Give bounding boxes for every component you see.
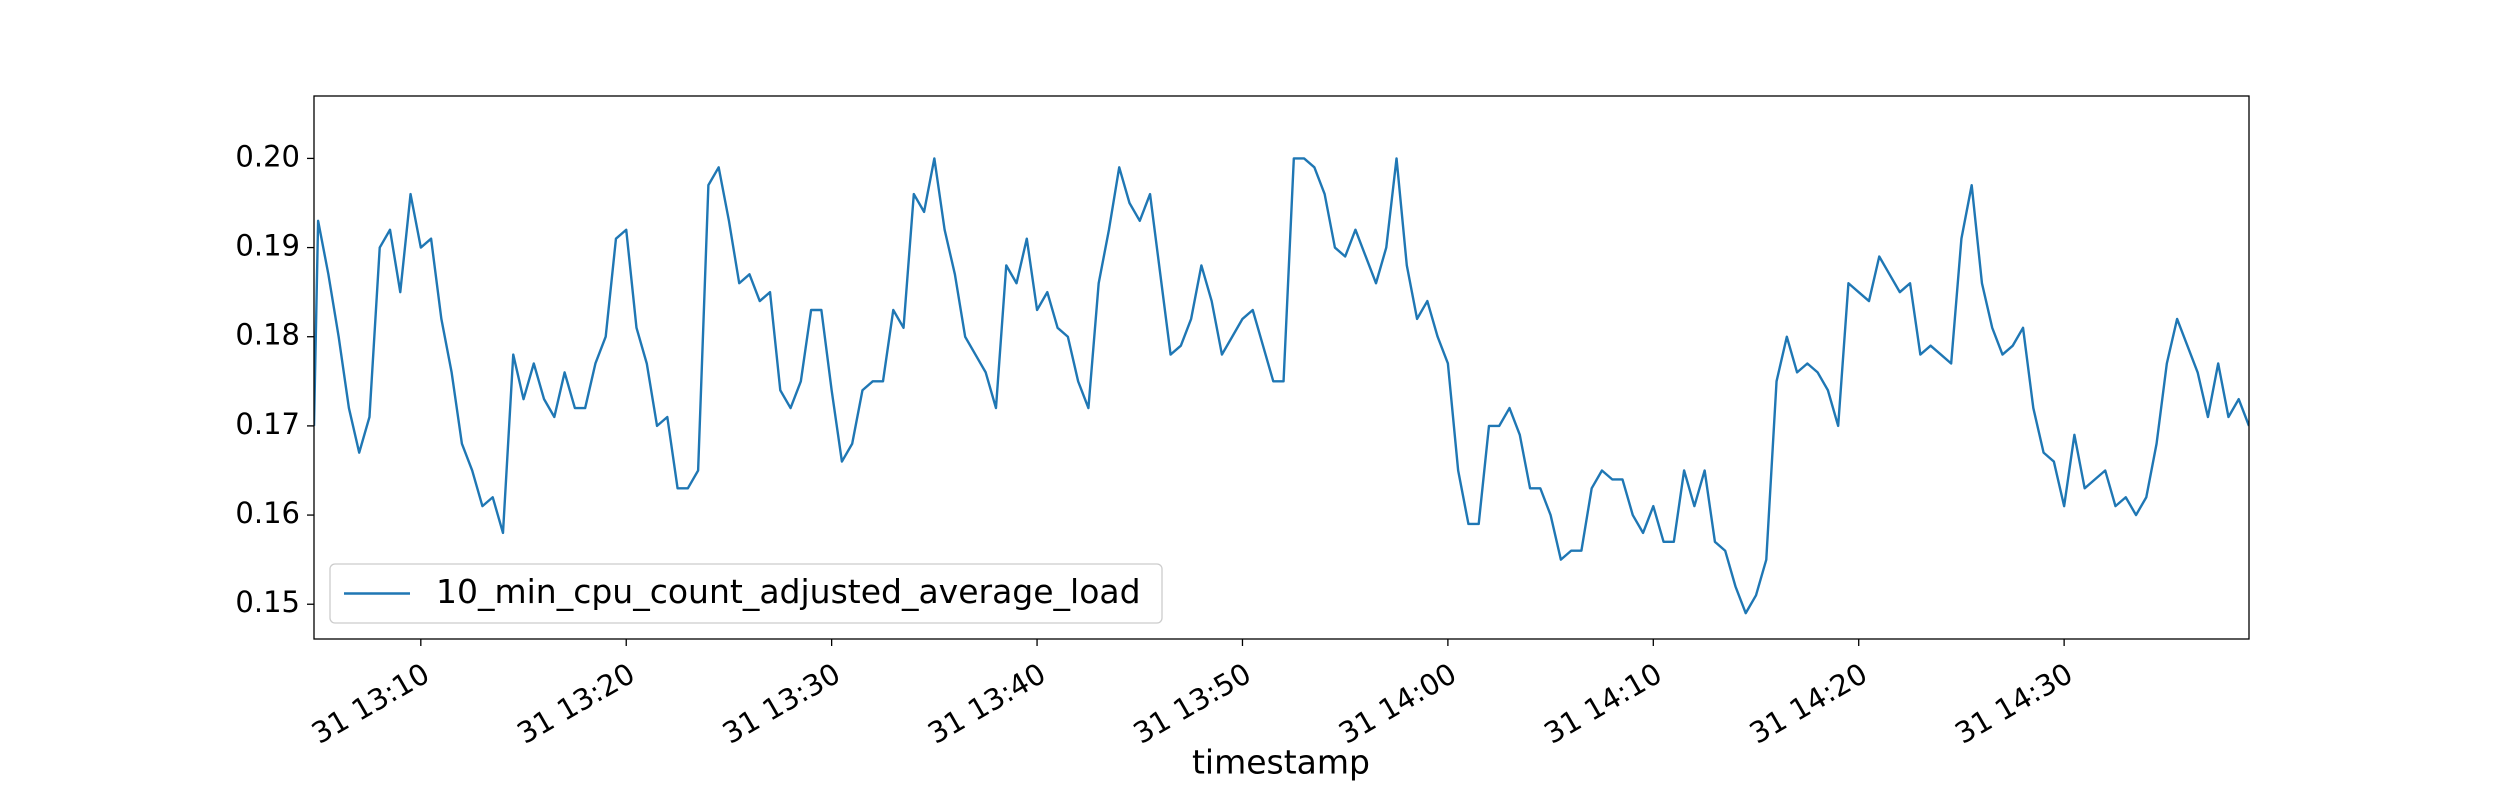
x-tick-label: 31 13:40 [922, 656, 1051, 750]
plot-frame [313, 95, 2250, 640]
x-tick-label: 31 13:50 [1127, 656, 1256, 750]
x-tick-label: 31 14:10 [1538, 656, 1667, 750]
y-tick-label: 0.18 [235, 318, 300, 352]
x-tick-label: 31 13:10 [306, 656, 435, 750]
x-axis-label: timestamp [1192, 743, 1370, 782]
legend: 10_min_cpu_count_adjusted_average_load [329, 563, 1163, 624]
y-tick-label: 0.16 [235, 496, 300, 530]
x-tick-label: 31 14:20 [1744, 656, 1873, 750]
y-tick-label: 0.20 [235, 139, 300, 173]
x-tick-label: 31 13:20 [511, 656, 640, 750]
y-tick-label: 0.17 [235, 407, 300, 441]
x-tick-label: 31 13:30 [717, 656, 846, 750]
data-line [314, 157, 2249, 615]
y-tick-label: 0.19 [235, 229, 300, 263]
y-tick-label: 0.15 [235, 585, 300, 619]
x-tick-label: 31 14:30 [1949, 656, 2078, 750]
x-tick-label: 31 14:00 [1333, 656, 1462, 750]
legend-label: 10_min_cpu_count_adjusted_average_load [436, 572, 1141, 611]
legend-box [329, 563, 1163, 624]
